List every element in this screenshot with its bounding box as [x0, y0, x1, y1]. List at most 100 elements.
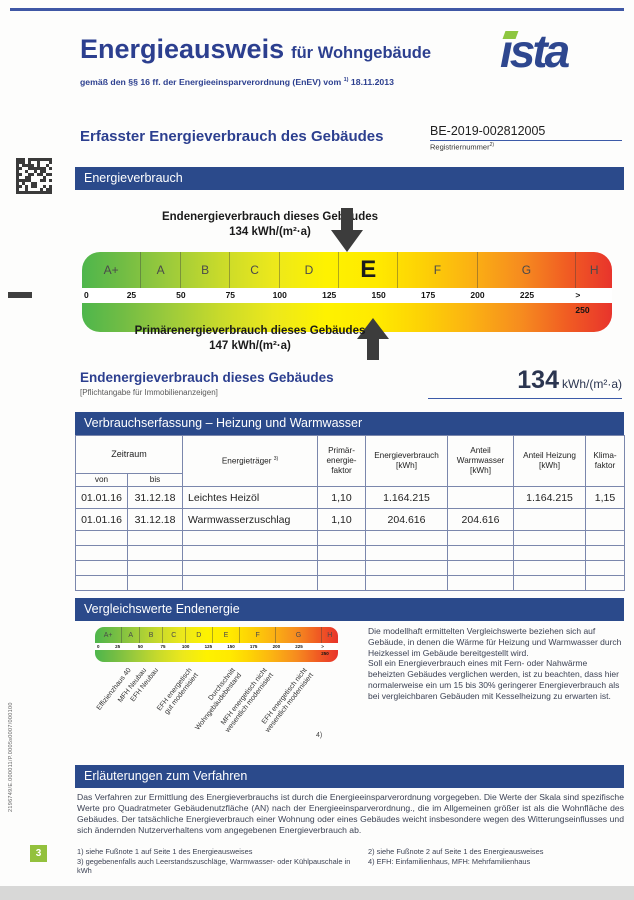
table-cell	[447, 560, 515, 576]
table-cell	[585, 575, 626, 591]
table-cell	[182, 560, 319, 576]
table-cell	[365, 575, 449, 591]
crop-mark	[8, 292, 32, 298]
end-energy-value: 134	[517, 366, 559, 394]
section-bar-verbrauchserfassung: Verbrauchserfassung – Heizung und Warmwa…	[75, 412, 624, 435]
col-header-bis: bis	[126, 473, 184, 487]
subtitle-text: gemäß den §§ 16 ff. der Energieeinsparve…	[80, 77, 342, 87]
footnote-ref-4: 4)	[316, 732, 323, 739]
table-empty-row	[75, 530, 626, 546]
scale-segment-A+: A+	[95, 627, 123, 643]
scale-segment-A: A	[122, 627, 141, 643]
col-header-von: von	[75, 473, 128, 487]
scale-segment-F: F	[240, 627, 277, 643]
registration-block: BE-2019-002812005 Registriernummer2)	[430, 124, 622, 152]
scale-segment-G: G	[478, 252, 577, 288]
end-energy-statement-sublabel: [Pflichtangabe für Immobilienanzeigen]	[80, 388, 218, 397]
footnote-line: 2) siehe Fußnote 2 auf Seite 1 des Energ…	[368, 847, 544, 856]
col-header-anteil-warmwasser: Anteil Warmwasser [kWh]	[447, 435, 515, 487]
table-cell	[317, 560, 367, 576]
table-cell	[365, 560, 449, 576]
section-bar-vergleichswerte: Vergleichswerte Endenergie	[75, 598, 624, 621]
table-cell: 1.164.215	[513, 486, 587, 509]
table-cell: 01.01.16	[75, 486, 128, 509]
section-bar-erlaeuterungen: Erläuterungen zum Verfahren	[75, 765, 624, 788]
table-cell	[126, 530, 184, 546]
ista-logo: ista	[500, 24, 620, 78]
scale-segment-A: A	[141, 252, 181, 288]
comparison-scale: A+ A B C D E F G H 0 25 50 75 100 125 150 175 200 225 > 25…	[95, 627, 338, 662]
document-title-row: Energieausweis für Wohngebäude	[80, 34, 431, 65]
col-header-energieverbrauch: Energieverbrauch [kWh]	[365, 435, 449, 487]
scale-tick: 100	[272, 290, 287, 300]
comparison-scale-letters: A+ A B C D E F G H	[95, 627, 338, 643]
table-cell	[182, 545, 319, 561]
registration-label: Registriernummer2)	[430, 142, 495, 152]
end-energy-unit: kWh/(m²·a)	[562, 377, 622, 391]
scale-tick: 175	[249, 644, 258, 649]
table-cell: Leichtes Heizöl	[182, 486, 319, 509]
scale-tick: 150	[227, 644, 235, 649]
table-cell	[75, 560, 128, 576]
page-number-badge: 3	[30, 845, 47, 862]
footnotes-left-column: 1) siehe Fußnote 1 auf Seite 1 des Energ…	[77, 847, 365, 876]
comparison-label: EFH energetisch gut modernisiert	[156, 667, 201, 716]
section-bar-energieverbrauch: Energieverbrauch	[75, 167, 624, 190]
page-bottom-strip	[0, 886, 634, 900]
table-cell	[447, 530, 515, 546]
scale-tick: 25	[115, 644, 121, 649]
table-cell: 1,15	[585, 486, 626, 509]
page-top-border	[10, 8, 624, 11]
table-row: 01.01.16 31.12.18 Warmwasserzuschlag 1,10 20…	[75, 508, 626, 531]
end-energy-value-box: 134 kWh/(m²·a)	[428, 366, 622, 399]
scale-segment-G: G	[276, 627, 322, 643]
scale-segment-B: B	[181, 252, 231, 288]
end-energy-statement-label: Endenergieverbrauch dieses Gebäudes	[80, 370, 334, 385]
scale-tick: > 250	[575, 290, 590, 315]
table-cell	[317, 575, 367, 591]
scale-tick-strip: 0 25 50 75 100 125 150 175 200 225 > 250	[82, 288, 612, 315]
table-cell	[182, 530, 319, 546]
registration-number: BE-2019-002812005	[430, 124, 622, 141]
scale-segment-E: E	[213, 627, 240, 643]
col-header-primaerfaktor: Primär- energie- faktor	[317, 435, 367, 487]
table-cell	[585, 560, 626, 576]
table-cell: 31.12.18	[126, 486, 184, 509]
explanation-text: Das Verfahren zur Ermittlung des Energie…	[77, 792, 624, 835]
energy-class-scale: A+ A B C D E F G H 0 25 50 75 100 125 150 175 200 225 > 25…	[82, 252, 612, 332]
comparison-scale-ticks: 0 25 50 75 100 125 150 175 200 225 > 250	[95, 643, 338, 656]
footnote-ref-1: 1)	[343, 77, 349, 84]
table-cell	[75, 545, 128, 561]
scale-segment-D: D	[280, 252, 340, 288]
col-header-anteil-heizung: Anteil Heizung [kWh]	[513, 435, 587, 487]
up-arrow-icon	[356, 318, 389, 360]
scale-tick: 225	[519, 290, 535, 300]
footnotes-right-column: 2) siehe Fußnote 2 auf Seite 1 des Energ…	[368, 847, 624, 866]
scale-tick: 75	[225, 290, 236, 300]
table-cell: 01.01.16	[75, 508, 128, 531]
footnote-ref-2: 2)	[489, 142, 495, 148]
table-cell	[447, 486, 515, 509]
scale-tick: 200	[470, 290, 485, 300]
scale-segment-A+: A+	[82, 252, 142, 288]
document-subtitle: gemäß den §§ 16 ff. der Energieeinsparve…	[80, 77, 394, 87]
end-energy-pointer-label: Endenergieverbrauch dieses Gebäudes 134 …	[161, 211, 379, 238]
table-cell	[513, 508, 587, 531]
serial-number-vertical: 2196749/E.000011/P.0005s0007/000100	[8, 702, 14, 812]
scale-tick: 75	[160, 644, 166, 649]
scale-segment-C: C	[230, 252, 280, 288]
document-title-suffix: für Wohngebäude	[291, 44, 432, 62]
table-cell	[317, 545, 367, 561]
datamatrix-code-icon	[16, 158, 52, 194]
table-empty-row	[75, 545, 626, 561]
table-cell	[585, 530, 626, 546]
scale-segment-D: D	[186, 627, 213, 643]
table-row: 01.01.16 31.12.18 Leichtes Heizöl 1,10 1.164…	[75, 486, 626, 509]
consumption-table: Zeitraum Energieträger 3) Primär- energi…	[74, 435, 626, 591]
table-cell	[126, 545, 184, 561]
scale-tick: 25	[126, 290, 137, 300]
table-cell	[447, 545, 515, 561]
subtitle-date: 18.11.2013	[350, 77, 394, 87]
col-header-klimafaktor: Klima- faktor	[585, 435, 626, 487]
